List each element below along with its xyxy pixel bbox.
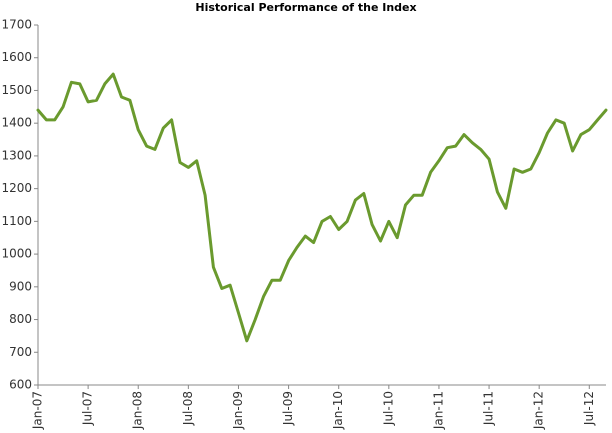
y-tick-label: 700 <box>9 345 32 359</box>
y-tick-label: 1200 <box>1 181 32 195</box>
x-tick-label: Jul-10 <box>381 391 395 426</box>
x-tick-label: Jan-07 <box>31 391 45 430</box>
y-tick-label: 1500 <box>1 83 32 97</box>
x-tick-label: Jan-12 <box>532 391 546 430</box>
y-tick-label: 1300 <box>1 148 32 162</box>
x-tick-label: Jul-09 <box>281 391 295 426</box>
y-tick-label: 900 <box>9 279 32 293</box>
x-tick-label: Jan-11 <box>431 391 445 430</box>
x-tick-label: Jul-07 <box>81 391 95 426</box>
x-tick-label: Jul-08 <box>181 391 195 426</box>
x-tick-label: Jul-12 <box>582 391 596 426</box>
x-tick-label: Jul-11 <box>482 391 496 426</box>
chart-title: Historical Performance of the Index <box>195 1 416 14</box>
x-tick-label: Jan-08 <box>131 391 145 430</box>
y-tick-label: 600 <box>9 378 32 392</box>
y-tick-label: 1400 <box>1 116 32 130</box>
y-tick-label: 800 <box>9 312 32 326</box>
y-tick-label: 1700 <box>1 18 32 32</box>
line-series <box>36 72 608 343</box>
x-tick-label: Jan-09 <box>231 391 245 430</box>
y-tick-label: 1100 <box>1 214 32 228</box>
y-tick-label: 1600 <box>1 50 32 64</box>
x-tick-label: Jan-10 <box>331 391 345 430</box>
y-tick-label: 1000 <box>1 247 32 261</box>
